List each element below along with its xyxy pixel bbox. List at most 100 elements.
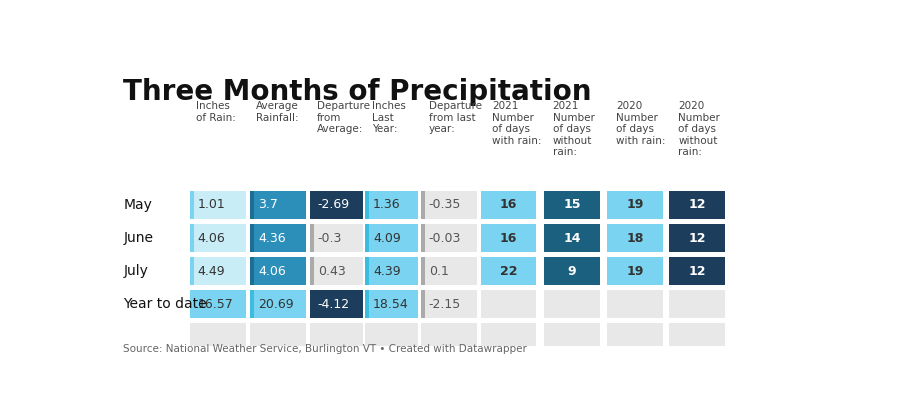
Bar — [607, 290, 662, 318]
Text: 18: 18 — [626, 232, 644, 245]
Bar — [190, 224, 194, 252]
Text: Departure
from last
year:: Departure from last year: — [428, 101, 482, 134]
Bar — [310, 323, 363, 346]
Text: June: June — [123, 231, 153, 245]
Text: 2020
Number
of days
with rain:: 2020 Number of days with rain: — [616, 101, 666, 146]
Text: 18.54: 18.54 — [373, 298, 409, 311]
Bar — [421, 224, 477, 252]
Text: 12: 12 — [688, 198, 706, 211]
Bar — [669, 323, 725, 346]
Text: May: May — [123, 198, 152, 212]
Bar — [250, 290, 255, 318]
Text: 4.39: 4.39 — [373, 264, 400, 278]
Bar — [310, 224, 363, 252]
Text: 19: 19 — [626, 198, 644, 211]
Bar — [190, 257, 194, 285]
Bar — [421, 191, 477, 219]
Text: 0.43: 0.43 — [318, 264, 346, 278]
Bar — [310, 257, 363, 285]
Bar — [365, 290, 369, 318]
Text: -2.15: -2.15 — [428, 298, 461, 311]
Text: 4.36: 4.36 — [258, 232, 286, 245]
Bar — [421, 224, 425, 252]
Bar — [421, 191, 425, 219]
Text: 20.69: 20.69 — [258, 298, 293, 311]
Bar — [365, 323, 418, 346]
Bar — [365, 191, 369, 219]
Bar — [481, 191, 536, 219]
Bar — [607, 323, 662, 346]
Bar — [190, 323, 246, 346]
Bar — [310, 224, 314, 252]
Bar — [544, 323, 600, 346]
Text: 1.36: 1.36 — [373, 198, 400, 211]
Text: -0.35: -0.35 — [428, 198, 461, 211]
Bar — [250, 323, 306, 346]
Text: 4.49: 4.49 — [198, 264, 225, 278]
Text: 3.7: 3.7 — [258, 198, 278, 211]
Text: -2.69: -2.69 — [318, 198, 350, 211]
Text: 12: 12 — [688, 264, 706, 278]
Bar — [421, 290, 477, 318]
Text: July: July — [123, 264, 148, 278]
Text: 16: 16 — [500, 232, 518, 245]
Bar — [481, 257, 536, 285]
Text: Inches
of Rain:: Inches of Rain: — [196, 101, 236, 123]
Bar — [421, 257, 425, 285]
Text: 1.01: 1.01 — [198, 198, 226, 211]
Text: 15: 15 — [563, 198, 580, 211]
Bar — [669, 257, 725, 285]
Bar — [607, 224, 662, 252]
Bar — [421, 257, 477, 285]
Bar — [365, 191, 418, 219]
Bar — [310, 191, 363, 219]
Text: 22: 22 — [500, 264, 518, 278]
Text: 2021
Number
of days
without
rain:: 2021 Number of days without rain: — [553, 101, 595, 158]
Text: Departure
from
Average:: Departure from Average: — [317, 101, 370, 134]
Text: 4.06: 4.06 — [198, 232, 226, 245]
Bar — [250, 191, 306, 219]
Bar — [607, 257, 662, 285]
Bar — [607, 191, 662, 219]
Bar — [421, 290, 425, 318]
Text: 16.57: 16.57 — [198, 298, 233, 311]
Text: Average
Rainfall:: Average Rainfall: — [256, 101, 299, 123]
Text: Year to date: Year to date — [123, 297, 207, 311]
Bar — [421, 323, 477, 346]
Text: Inches
Last
Year:: Inches Last Year: — [372, 101, 406, 134]
Bar — [310, 290, 314, 318]
Bar — [544, 224, 600, 252]
Text: 12: 12 — [688, 232, 706, 245]
Bar — [250, 224, 255, 252]
Bar — [481, 224, 536, 252]
Bar — [250, 290, 306, 318]
Bar — [669, 290, 725, 318]
Text: 2020
Number
of days
without
rain:: 2020 Number of days without rain: — [679, 101, 720, 158]
Bar — [544, 191, 600, 219]
Text: 4.09: 4.09 — [373, 232, 400, 245]
Text: 0.1: 0.1 — [428, 264, 448, 278]
Bar — [190, 257, 246, 285]
Text: -0.03: -0.03 — [428, 232, 461, 245]
Bar — [669, 224, 725, 252]
Bar — [544, 290, 600, 318]
Bar — [669, 191, 725, 219]
Bar — [190, 290, 194, 318]
Text: 9: 9 — [568, 264, 576, 278]
Text: 14: 14 — [563, 232, 580, 245]
Text: -4.12: -4.12 — [318, 298, 350, 311]
Bar — [250, 257, 255, 285]
Bar — [365, 257, 418, 285]
Bar — [190, 290, 246, 318]
Text: -0.3: -0.3 — [318, 232, 342, 245]
Bar — [365, 224, 418, 252]
Bar — [250, 224, 306, 252]
Text: Three Months of Precipitation: Three Months of Precipitation — [123, 78, 592, 106]
Bar — [365, 224, 369, 252]
Bar — [544, 257, 600, 285]
Text: 16: 16 — [500, 198, 518, 211]
Text: 2021
Number
of days
with rain:: 2021 Number of days with rain: — [492, 101, 542, 146]
Text: 19: 19 — [626, 264, 644, 278]
Bar — [481, 323, 536, 346]
Bar — [250, 191, 255, 219]
